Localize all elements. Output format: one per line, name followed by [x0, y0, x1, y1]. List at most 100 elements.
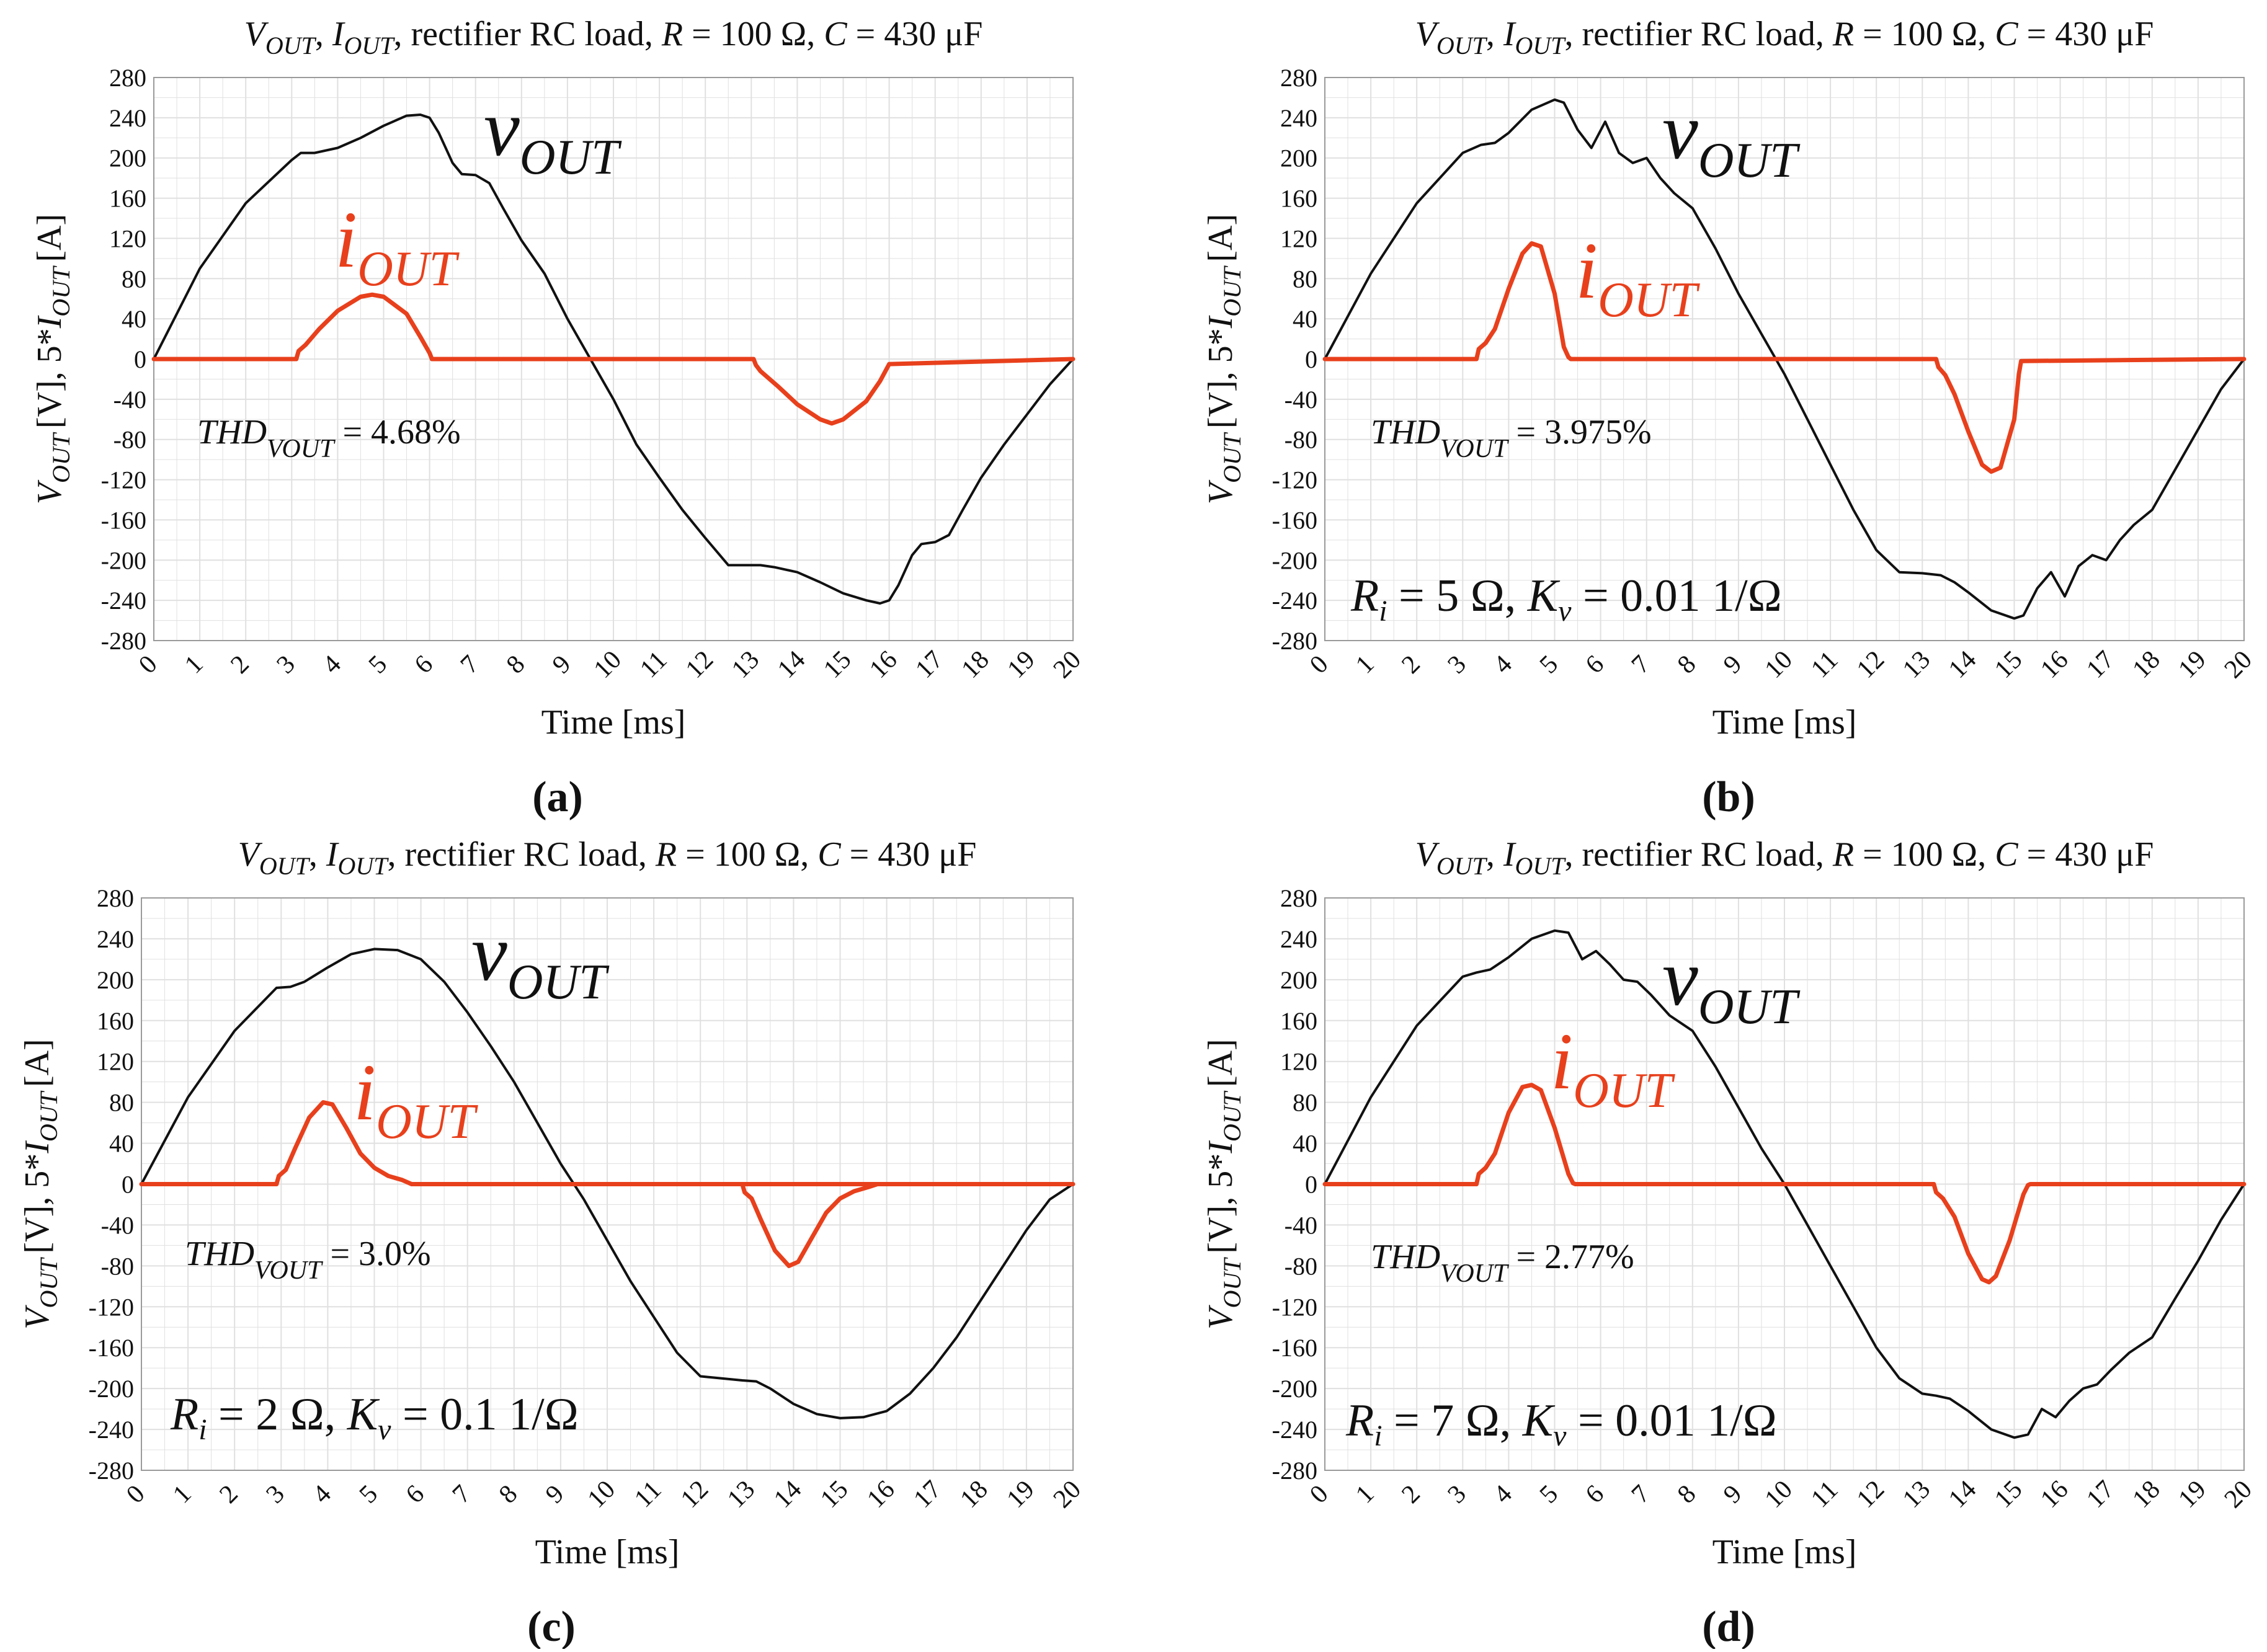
thd-space [1507, 413, 1516, 451]
ri-sub: i [198, 1413, 207, 1446]
x-tick-label: 5 [363, 650, 393, 679]
x-tick-label: 16 [862, 1475, 900, 1514]
x-tick-label: 16 [2035, 1475, 2073, 1514]
title-sep: , [394, 15, 411, 53]
i-out-label-sub: OUT [1598, 273, 1701, 327]
x-tick-label: 18 [2127, 646, 2165, 684]
panel-label: (c) [527, 1603, 576, 1649]
y-tick-label: -280 [1272, 627, 1317, 655]
thd-sub: VOUT [267, 435, 336, 463]
x-axis-label: Time [ms] [541, 703, 686, 742]
x-tick-label: 13 [722, 1475, 760, 1514]
y-tick-label: 120 [1280, 1048, 1317, 1076]
x-tick-label: 14 [1943, 1475, 1982, 1514]
x-tick-label: 16 [2035, 646, 2073, 684]
y-tick-label: 120 [97, 1048, 134, 1076]
y-label-end: [A] [30, 214, 69, 262]
y-axis-label: VOUT[V], 5*IOUT[A] [30, 214, 75, 504]
x-tick-label: 0 [121, 1480, 150, 1509]
x-tick-label: 11 [1806, 1475, 1843, 1513]
y-tick-label: -280 [101, 627, 146, 655]
rk-space [1566, 1395, 1578, 1446]
thd-sub: VOUT [1440, 1259, 1509, 1288]
x-tick-label: 4 [318, 650, 347, 679]
v-out-label-main: v [1662, 933, 1698, 1023]
title-sep: , [309, 835, 326, 874]
y-tick-label: -80 [101, 1252, 134, 1280]
x-tick-label: 19 [1002, 1475, 1040, 1514]
x-tick-label: 15 [1989, 1475, 2028, 1514]
y-tick-label: -160 [1272, 1334, 1317, 1362]
i-out-line [1322, 241, 2247, 474]
x-tick-label: 7 [1626, 650, 1655, 679]
title-c-unit: μF [2116, 835, 2153, 874]
x-tick-label: 7 [1626, 1480, 1655, 1509]
y-tick-label: 240 [1280, 104, 1317, 132]
title-r-value: = 100 Ω, [685, 835, 809, 874]
x-tick-label: 20 [2219, 1475, 2258, 1514]
thd-main: THD [1371, 1238, 1440, 1276]
thd-annotation: THDVOUT = 3.0% [185, 1235, 431, 1285]
x-tick-label: 11 [629, 1475, 667, 1513]
i-out-label: iOUT [354, 1048, 479, 1149]
v-out-label: vOUT [484, 84, 622, 185]
title-space [683, 15, 692, 53]
title-space [1986, 835, 1995, 874]
y-axis-label: VOUT[V], 5*IOUT[A] [1201, 1039, 1246, 1329]
y-label-v: V [30, 479, 69, 504]
x-tick-label: 5 [354, 1480, 383, 1509]
x-tick-label: 9 [1718, 650, 1747, 679]
x-tick-label: 1 [179, 650, 208, 679]
ri-sub: i [1379, 595, 1387, 628]
y-tick-label: -240 [1272, 587, 1317, 615]
y-label-mid: [V], 5* [18, 1153, 56, 1254]
y-tick-label: 160 [109, 185, 146, 213]
title-r: R [655, 835, 677, 874]
y-tick-label: 160 [97, 1007, 134, 1035]
v-out-label-main: v [1662, 87, 1698, 176]
title-space [1824, 835, 1833, 874]
title-c-unit: μF [938, 835, 976, 874]
title-rest: rectifier RC load, [405, 835, 647, 874]
y-label-i: I [1201, 1140, 1240, 1154]
y-tick-label: -120 [1272, 466, 1317, 494]
panel-b: 28024020016012080400-40-80-120-160-200-2… [1201, 15, 2258, 821]
title-space [2107, 835, 2116, 874]
y-label-i-sub: OUT [1218, 1090, 1246, 1142]
x-tick-label: 10 [1760, 646, 1798, 684]
y-label-v-sub: OUT [47, 432, 75, 483]
y-tick-label: 80 [1293, 265, 1317, 293]
title-i-sub: OUT [344, 32, 396, 60]
y-tick-label: 0 [134, 345, 146, 373]
ri-sub: i [1374, 1419, 1382, 1452]
title-r: R [661, 15, 683, 53]
y-tick-label: -200 [89, 1375, 134, 1403]
x-tick-label: 9 [547, 650, 576, 679]
thd-value: = 3.975% [1516, 413, 1651, 451]
v-out-label: vOUT [471, 908, 610, 1010]
x-tick-label: 8 [1672, 1480, 1701, 1509]
y-label-mid: [V], 5* [30, 328, 69, 429]
y-tick-label: 200 [1280, 966, 1317, 994]
title-sep: , [315, 15, 332, 53]
y-label-i: I [18, 1140, 56, 1154]
thd-space [334, 413, 342, 451]
title-c-value: = 430 [856, 15, 937, 53]
title-space [930, 835, 938, 874]
thd-main: THD [197, 413, 267, 451]
title-sep: , [388, 835, 405, 874]
x-tick-label: 1 [1350, 1480, 1379, 1509]
x-tick-label: 16 [864, 646, 902, 684]
x-tick-label: 2 [214, 1480, 243, 1509]
chart-title: VOUT, IOUT, rectifier RC load, R = 100 Ω… [1415, 15, 2154, 60]
x-tick-label: 10 [1760, 1475, 1798, 1514]
y-label-end: [A] [1201, 1039, 1240, 1087]
y-tick-label: -40 [101, 1211, 134, 1239]
y-axis-label: VOUT[V], 5*IOUT[A] [18, 1039, 63, 1329]
y-label-end: [A] [1201, 214, 1240, 262]
title-rest: rectifier RC load, [1582, 15, 1824, 53]
y-tick-label: -120 [101, 466, 146, 494]
title-sep: , [1486, 15, 1503, 53]
thd-annotation: THDVOUT = 2.77% [1371, 1238, 1634, 1288]
panel-a: 28024020016012080400-40-80-120-160-200-2… [30, 15, 1087, 821]
